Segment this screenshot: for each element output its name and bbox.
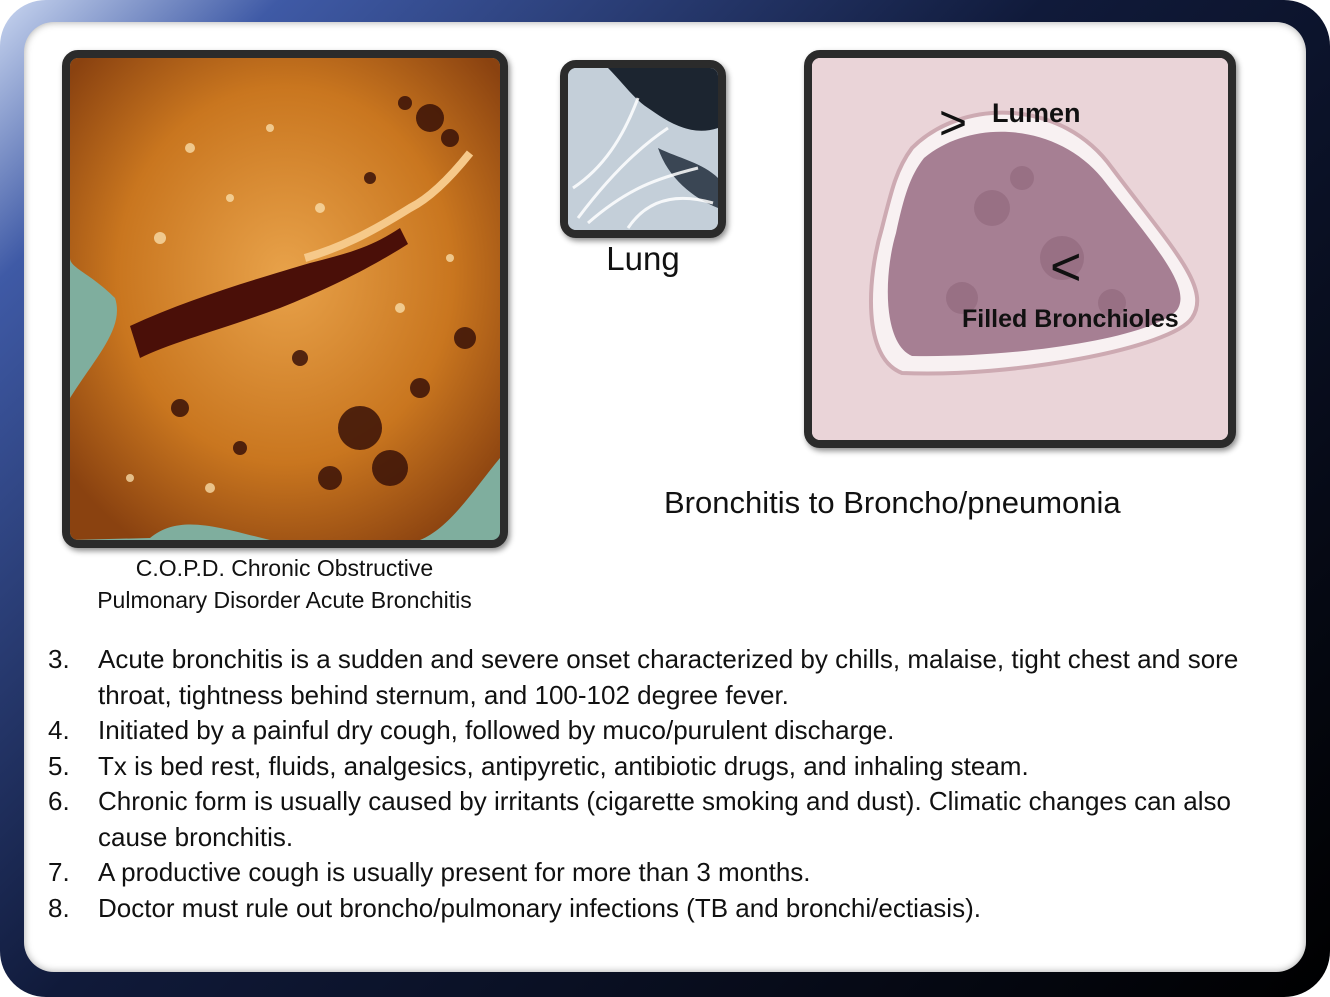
- list-item: 7. A productive cough is usually present …: [48, 855, 1288, 891]
- list-item-text: Chronic form is usually caused by irrita…: [98, 786, 1231, 852]
- list-item-number: 6.: [48, 786, 70, 816]
- list-item-text: A productive cough is usually present fo…: [98, 857, 811, 887]
- bronchiole-histology-photo: > Lumen < Filled Bronchioles: [804, 50, 1236, 448]
- list-item: 6. Chronic form is usually caused by irri…: [48, 784, 1288, 855]
- lung-xray-photo: [560, 60, 726, 238]
- list-item-number: 7.: [48, 857, 70, 887]
- histology-illustration: [812, 58, 1228, 440]
- list-item-text: Tx is bed rest, fluids, analgesics, anti…: [98, 750, 1029, 781]
- lung-xray-illustration: [568, 68, 718, 230]
- list-item-text: Initiated by a painful dry cough, follow…: [98, 715, 895, 745]
- section-title: Bronchitis to Broncho/pneumonia: [664, 485, 1121, 520]
- copd-lung-photo: [62, 50, 508, 548]
- list-item-number: 5.: [48, 750, 70, 781]
- list-item-text: Acute bronchitis is a sudden and severe …: [98, 644, 1239, 710]
- list-item: 5. Tx is bed rest, fluids, analgesics, an…: [48, 749, 1288, 785]
- list-item-number: 4.: [48, 715, 70, 745]
- list-item: 4. Initiated by a painful dry cough, foll…: [48, 713, 1288, 749]
- list-item-number: 8.: [48, 892, 70, 923]
- lumen-arrow: >: [939, 97, 968, 150]
- list-item-text: Doctor must rule out broncho/pulmonary i…: [98, 892, 981, 923]
- bullet-list: 3. Acute bronchitis is a sudden and sever…: [48, 642, 1288, 926]
- list-item-number: 3.: [48, 644, 70, 674]
- copd-caption: C.O.P.D. Chronic Obstructive Pulmonary D…: [62, 552, 507, 616]
- copd-lung-illustration: [70, 58, 500, 540]
- copd-caption-line-1: C.O.P.D. Chronic Obstructive: [135, 555, 434, 581]
- copd-caption-line-2: Pulmonary Disorder Acute Bronchitis: [97, 587, 472, 613]
- list-item: 8. Doctor must rule out broncho/pulmonary…: [48, 891, 1288, 927]
- list-item: 3. Acute bronchitis is a sudden and sever…: [48, 642, 1288, 713]
- lung-caption: Lung: [606, 240, 680, 277]
- filled-bronchioles-arrow: <: [1050, 237, 1082, 297]
- lumen-label: Lumen: [992, 98, 1081, 128]
- filled-bronchioles-label: Filled Bronchioles: [962, 305, 1179, 333]
